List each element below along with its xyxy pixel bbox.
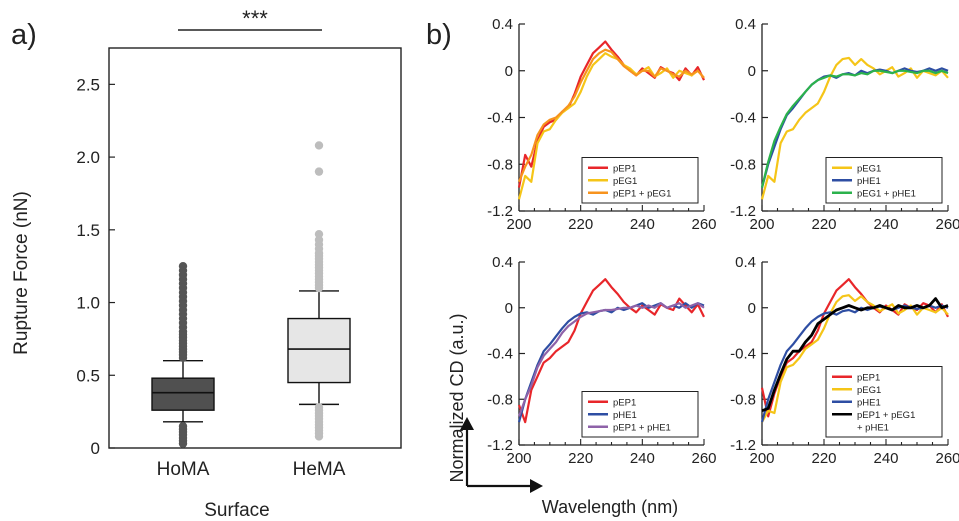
outlier-point [314, 235, 324, 245]
y-tick-label-a: 1.5 [76, 221, 100, 240]
series-line [517, 302, 705, 417]
x-arrow-head [530, 479, 543, 493]
legend-label: pHE1 [857, 397, 881, 408]
y-tick-label: -1.2 [730, 437, 756, 454]
outlier-point [178, 421, 188, 431]
x-tick-label-a: HoMA [157, 459, 210, 480]
x-tick-label: 200 [506, 216, 531, 233]
legend-label: pEP1 [857, 372, 880, 383]
axis-arrows [460, 417, 543, 493]
x-tick-label: 200 [506, 450, 531, 467]
x-tick-label: 220 [811, 216, 836, 233]
y-tick-label: 0 [505, 63, 513, 80]
y-tick-label: 0 [748, 300, 756, 317]
x-tick-label: 240 [630, 450, 655, 467]
x-axis-title-a: Surface [204, 500, 269, 521]
y-axis-title-a: Rupture Force (nN) [11, 191, 32, 355]
y-tick-label: 0 [748, 63, 756, 80]
x-tick-label: 200 [749, 216, 774, 233]
y-tick-label: -0.8 [730, 156, 756, 173]
y-tick-label: -1.2 [487, 437, 513, 454]
y-tick-label: 0.4 [735, 254, 756, 271]
boxplot-layer: 0 0.5 1.0 1.5 2.0 2.5 HoMA HeMA [76, 75, 351, 480]
x-tick-label: 240 [873, 450, 898, 467]
series-line [761, 297, 949, 413]
y-tick-label: 0.4 [492, 254, 513, 271]
x-tick-label: 220 [568, 450, 593, 467]
x-axis-title-b: Wavelength (nm) [542, 497, 678, 517]
x-tick-label: 260 [935, 450, 959, 467]
legend-label: pHE1 [857, 176, 881, 187]
y-arrow-head [460, 417, 474, 430]
series-line [517, 278, 705, 424]
outlier-point [178, 261, 188, 271]
outlier-point [314, 167, 324, 176]
x-tick-label: 200 [749, 450, 774, 467]
y-tick-label: -0.8 [730, 391, 756, 408]
series-line [760, 56, 949, 200]
significance-label: *** [242, 6, 268, 31]
legend-label: pEG1 [613, 176, 637, 187]
y-axis-title-b: Normalized CD (a.u.) [447, 313, 467, 482]
series-line [517, 48, 705, 183]
x-tick-label: 240 [873, 216, 898, 233]
plot-frame-a [108, 47, 402, 449]
y-tick-label: -0.8 [487, 391, 513, 408]
y-tick-label: 0.4 [735, 16, 756, 33]
outlier-point [314, 229, 324, 239]
y-tick-label: -0.4 [730, 346, 756, 363]
legend-label: + pHE1 [857, 422, 889, 433]
y-tick-label: -1.2 [730, 203, 756, 220]
outlier-point [314, 141, 324, 150]
y-tick-label-a: 0 [91, 439, 100, 458]
y-tick-label: -1.2 [487, 203, 513, 220]
x-tick-label: 260 [691, 216, 716, 233]
x-tick-label: 240 [630, 216, 655, 233]
y-tick-label-a: 2.0 [76, 148, 100, 167]
legend-label: pEG1 + pHE1 [857, 188, 916, 199]
legend-label: pEG1 [857, 163, 881, 174]
legend-label: pEP1 [613, 397, 636, 408]
box-hema [287, 317, 351, 384]
legend-label: pHE1 [613, 410, 637, 421]
y-tick-label: -0.4 [487, 110, 513, 127]
series-line [517, 52, 705, 200]
legend-label: pEP1 + pEG1 [857, 410, 915, 421]
x-tick-label: 220 [811, 450, 836, 467]
y-tick-label: -0.4 [730, 110, 756, 127]
series-line [761, 294, 949, 423]
legend-label: pEG1 [857, 385, 881, 396]
y-tick-label-a: 0.5 [76, 366, 100, 385]
x-tick-label-a: HeMA [293, 459, 346, 480]
legend-label: pEP1 [613, 163, 636, 174]
y-tick-label: -0.4 [487, 346, 513, 363]
legend-label: pEP1 + pHE1 [613, 422, 671, 433]
y-tick-label: -0.8 [487, 156, 513, 173]
series-line [760, 69, 949, 188]
x-tick-label: 260 [935, 216, 959, 233]
y-tick-label-a: 2.5 [76, 75, 100, 94]
panel-label-b: b) [426, 19, 452, 51]
panel-label-a: a) [11, 19, 37, 51]
legend-label: pEP1 + pEG1 [613, 188, 671, 199]
y-tick-label-a: 1.0 [76, 294, 100, 313]
y-tick-label: 0.4 [492, 16, 513, 33]
x-tick-label: 220 [568, 216, 593, 233]
x-tick-label: 260 [691, 450, 716, 467]
box-homa [151, 377, 215, 411]
outlier-point [314, 403, 324, 412]
y-tick-label: 0 [505, 300, 513, 317]
series-line [760, 304, 949, 423]
